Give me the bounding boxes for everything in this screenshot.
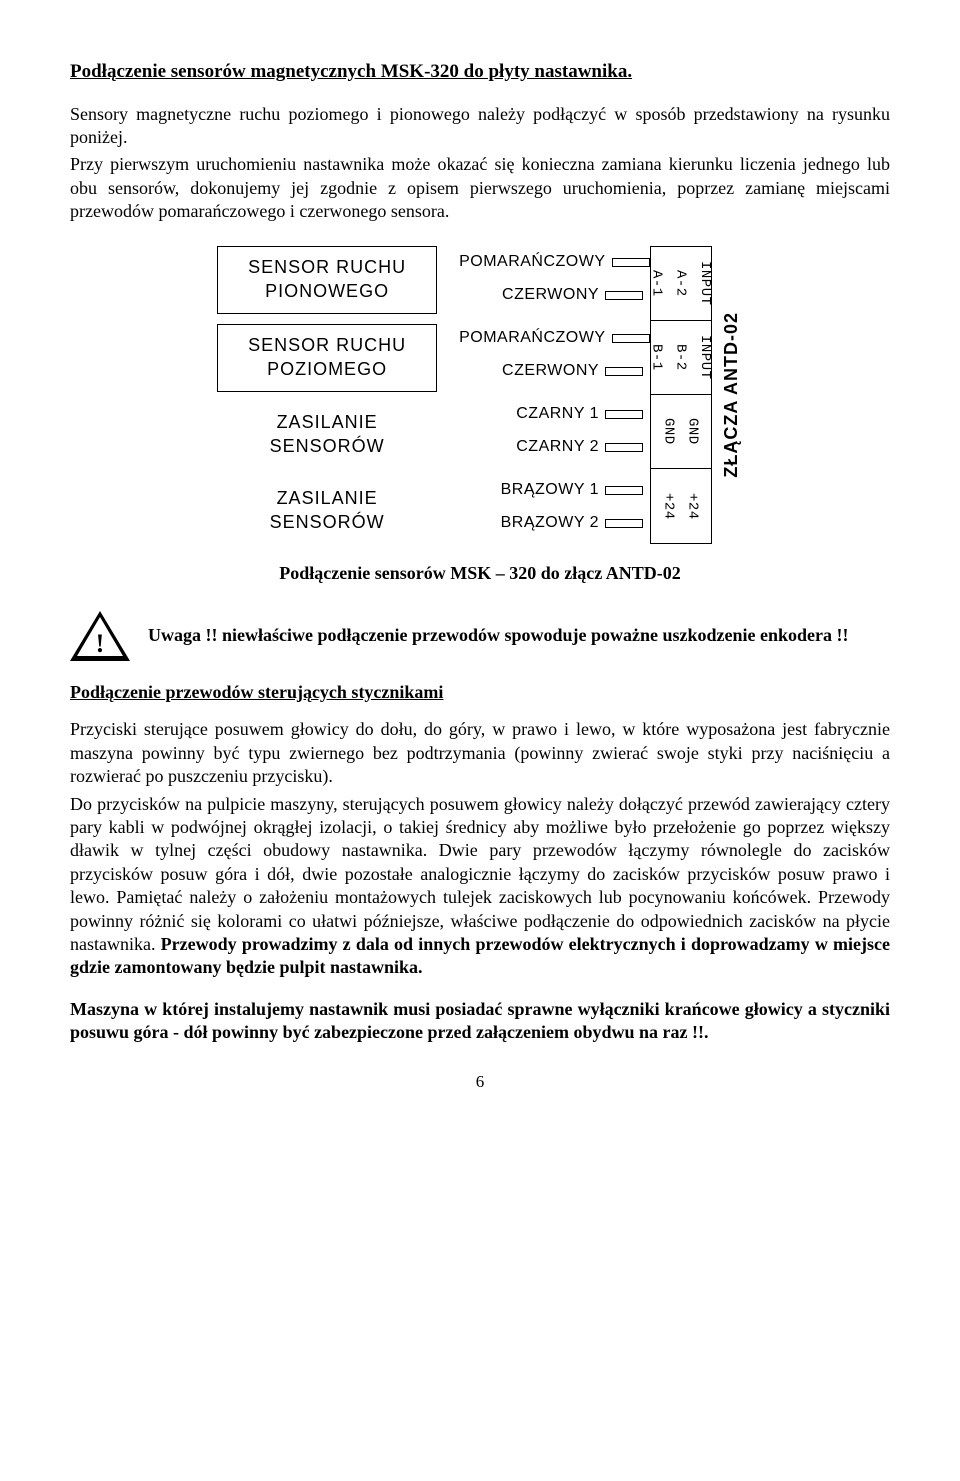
label: SENSOR RUCHU: [232, 334, 422, 357]
pin-label: GND: [659, 418, 677, 445]
wire-label: CZERWONY: [459, 361, 605, 382]
wire-label: POMARAŃCZOWY: [459, 328, 611, 349]
power-label-2: ZASILANIE SENSORÓW: [217, 478, 437, 544]
warning-block: ! Uwaga !! niewłaściwe podłączenie przew…: [70, 611, 890, 661]
pin-label: B-1: [647, 344, 665, 371]
pin-label: A-1: [647, 270, 665, 297]
sensor-box-horizontal: SENSOR RUCHU POZIOMEGO: [217, 324, 437, 392]
connector-block: A-1 A-2 INPUT B-1 B-2 INPUT GND GND +24 …: [650, 246, 712, 544]
label: SENSORÓW: [231, 511, 423, 534]
intro-para-2: Przy pierwszym uruchomieniu nastawnika m…: [70, 153, 890, 223]
wire-label: CZARNY 2: [459, 437, 605, 458]
wiring-diagram: SENSOR RUCHU PIONOWEGO SENSOR RUCHU POZI…: [70, 246, 890, 544]
wire-icon: [605, 367, 643, 376]
wire-icon: [612, 258, 650, 267]
wire-label: CZARNY 1: [459, 404, 605, 425]
pin-label: +24: [684, 493, 702, 520]
body-para-2: Do przycisków na pulpicie maszyny, steru…: [70, 793, 890, 980]
label: PIONOWEGO: [232, 280, 422, 303]
label: ZASILANIE: [231, 487, 423, 510]
page-number: 6: [70, 1071, 890, 1093]
section-heading: Podłączenie przewodów sterujących styczn…: [70, 681, 890, 704]
page-title: Podłączenie sensorów magnetycznych MSK-3…: [70, 60, 890, 85]
wire-label: BRĄZOWY 2: [459, 513, 605, 534]
text: Do przycisków na pulpicie maszyny, steru…: [70, 794, 890, 954]
warning-icon: !: [70, 611, 130, 661]
wire-icon: [605, 443, 643, 452]
power-label-1: ZASILANIE SENSORÓW: [217, 402, 437, 468]
pin-label: INPUT: [696, 335, 714, 380]
body-para-1: Przyciski sterujące posuwem głowicy do d…: [70, 718, 890, 788]
wire-group-2: CZARNY 1 CZARNY 2: [459, 398, 649, 464]
exclamation-icon: !: [95, 627, 105, 661]
body-para-3: Maszyna w której instalujemy nastawnik m…: [70, 998, 890, 1045]
wire-icon: [605, 486, 643, 495]
label: ZASILANIE: [231, 411, 423, 434]
label: SENSOR RUCHU: [232, 256, 422, 279]
wire-label: POMARAŃCZOWY: [459, 252, 611, 273]
wire-label: CZERWONY: [459, 285, 605, 306]
pin-label: GND: [684, 418, 702, 445]
bold-text: Przewody prowadzimy z dala od innych prz…: [70, 934, 890, 977]
warning-text: Uwaga !! niewłaściwe podłączenie przewod…: [148, 624, 848, 647]
pin-label: B-2: [671, 344, 689, 371]
sensor-box-vertical: SENSOR RUCHU PIONOWEGO: [217, 246, 437, 314]
wire-group-0: POMARAŃCZOWY CZERWONY: [459, 246, 649, 312]
pin-label: +24: [659, 493, 677, 520]
label: POZIOMEGO: [232, 358, 422, 381]
wire-icon: [605, 410, 643, 419]
wire-group-3: BRĄZOWY 1 BRĄZOWY 2: [459, 474, 649, 540]
pin-label: INPUT: [696, 261, 714, 306]
wire-icon: [612, 334, 650, 343]
diagram-caption: Podłączenie sensorów MSK – 320 do złącz …: [70, 562, 890, 585]
wire-label: BRĄZOWY 1: [459, 480, 605, 501]
connector-side-label: ZŁĄCZA ANTD-02: [720, 312, 743, 478]
wire-group-1: POMARAŃCZOWY CZERWONY: [459, 322, 649, 388]
wire-icon: [605, 519, 643, 528]
pin-label: A-2: [671, 270, 689, 297]
intro-para-1: Sensory magnetyczne ruchu poziomego i pi…: [70, 103, 890, 150]
label: SENSORÓW: [231, 435, 423, 458]
wire-icon: [605, 291, 643, 300]
